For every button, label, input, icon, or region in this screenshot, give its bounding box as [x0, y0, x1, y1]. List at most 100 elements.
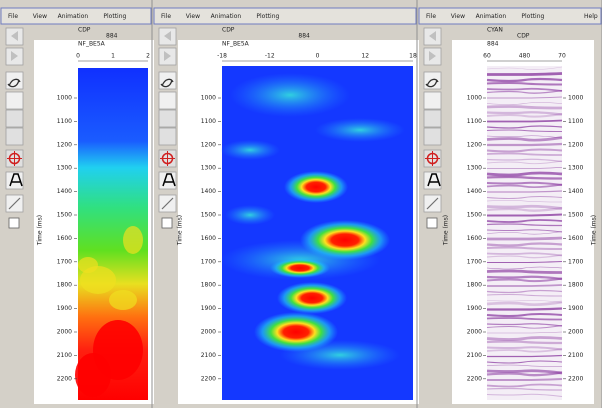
y-label: 1600	[57, 235, 72, 242]
x-label: 0	[316, 53, 320, 60]
tool-button[interactable]	[424, 110, 441, 127]
anomaly	[300, 220, 390, 260]
menu-item[interactable]: Animation	[476, 13, 507, 20]
anomaly	[230, 73, 350, 117]
y-label: 1800	[57, 282, 72, 289]
tool-button[interactable]	[159, 128, 176, 145]
y-label: 2000	[467, 329, 482, 336]
axis-title: Time (ms)	[443, 215, 450, 246]
y-label: 1100	[201, 118, 216, 125]
y-label: 1000	[201, 95, 216, 102]
y-label: 1900	[467, 305, 482, 312]
y-label: 1900	[57, 305, 72, 312]
y-label: 1300	[467, 165, 482, 172]
header-label: CYAN	[487, 27, 503, 34]
y-label: 1800	[568, 282, 583, 289]
color-patch	[123, 226, 143, 254]
reflector	[487, 107, 562, 109]
tool-button[interactable]	[6, 128, 23, 145]
y-label: 1800	[467, 282, 482, 289]
y-label: 2100	[57, 352, 72, 359]
menu-item[interactable]: File	[161, 13, 171, 20]
menu-item[interactable]: Animation	[211, 13, 242, 20]
y-label: 1700	[568, 258, 583, 265]
checkbox[interactable]	[9, 218, 19, 228]
menu-item[interactable]: Help	[584, 13, 598, 20]
menu-item[interactable]: Animation	[58, 13, 89, 20]
y-label: 2200	[568, 375, 583, 382]
y-label: 1400	[201, 188, 216, 195]
menu-item[interactable]: View	[451, 13, 465, 20]
menu-bar	[419, 8, 601, 24]
header-label: CDP	[517, 33, 530, 40]
y-label: 1600	[201, 235, 216, 242]
axis-title: Time (ms)	[177, 215, 184, 246]
reflector	[487, 379, 562, 380]
tool-button[interactable]	[159, 110, 176, 127]
x-label: 60	[483, 53, 491, 60]
color-patch	[75, 353, 111, 397]
x-label: 480	[519, 53, 531, 60]
anomaly	[270, 258, 330, 278]
menu-item[interactable]: Plotting	[256, 13, 279, 20]
app-window: File View Animation Plotting CDP 884 NF_BE5A 0 1…	[0, 0, 602, 408]
anomaly	[225, 205, 275, 225]
y-label: 1000	[467, 95, 482, 102]
x-label: 0	[76, 53, 80, 60]
anomaly	[220, 140, 280, 160]
y-label: 1700	[467, 258, 482, 265]
tool-button[interactable]	[159, 92, 176, 109]
header-label: NF_BE5A	[78, 41, 106, 48]
anomaly	[277, 282, 347, 314]
menu-item[interactable]: Plotting	[103, 13, 126, 20]
x-label: 12	[361, 53, 369, 60]
y-label: 1300	[57, 165, 72, 172]
anomaly	[284, 171, 348, 203]
y-label: 1700	[201, 258, 216, 265]
y-label: 2200	[467, 375, 482, 382]
menu-item[interactable]: View	[186, 13, 200, 20]
menu-item[interactable]: Plotting	[521, 13, 544, 20]
y-label: 1500	[467, 212, 482, 219]
header-label: CDP	[222, 27, 235, 34]
y-label: 1400	[57, 188, 72, 195]
tool-button[interactable]	[424, 128, 441, 145]
y-label: 1600	[568, 235, 583, 242]
y-label: 1200	[568, 141, 583, 148]
header-label: 884	[487, 41, 499, 48]
x-label: 2	[146, 53, 150, 60]
x-label: 1	[111, 53, 115, 60]
y-label: 1900	[201, 305, 216, 312]
y-label: 1600	[467, 235, 482, 242]
y-label: 2000	[568, 329, 583, 336]
y-label: 1300	[201, 165, 216, 172]
menu-item[interactable]: View	[33, 13, 47, 20]
y-label: 2200	[57, 375, 72, 382]
x-label: -18	[217, 53, 227, 60]
y-label: 1000	[57, 95, 72, 102]
anomaly	[315, 118, 405, 142]
menu-item[interactable]: File	[426, 13, 436, 20]
header-label: NF_BE5A	[222, 41, 250, 48]
tool-button[interactable]	[6, 92, 23, 109]
reflector	[487, 215, 562, 216]
y-label: 1500	[568, 212, 583, 219]
menu-item[interactable]: File	[8, 13, 18, 20]
color-patch	[78, 257, 98, 273]
y-label: 1400	[467, 188, 482, 195]
y-label: 2100	[201, 352, 216, 359]
y-label: 1400	[568, 188, 583, 195]
reflector	[487, 271, 562, 273]
checkbox[interactable]	[162, 218, 172, 228]
y-label: 1200	[201, 141, 216, 148]
checkbox[interactable]	[427, 218, 437, 228]
y-label: 1500	[57, 212, 72, 219]
x-label: 18	[409, 53, 417, 60]
y-label: 1100	[568, 118, 583, 125]
color-patch	[109, 290, 137, 310]
reflector	[487, 309, 562, 310]
tool-button[interactable]	[6, 110, 23, 127]
tool-button[interactable]	[424, 92, 441, 109]
y-label: 2000	[201, 329, 216, 336]
y-label: 2000	[57, 329, 72, 336]
